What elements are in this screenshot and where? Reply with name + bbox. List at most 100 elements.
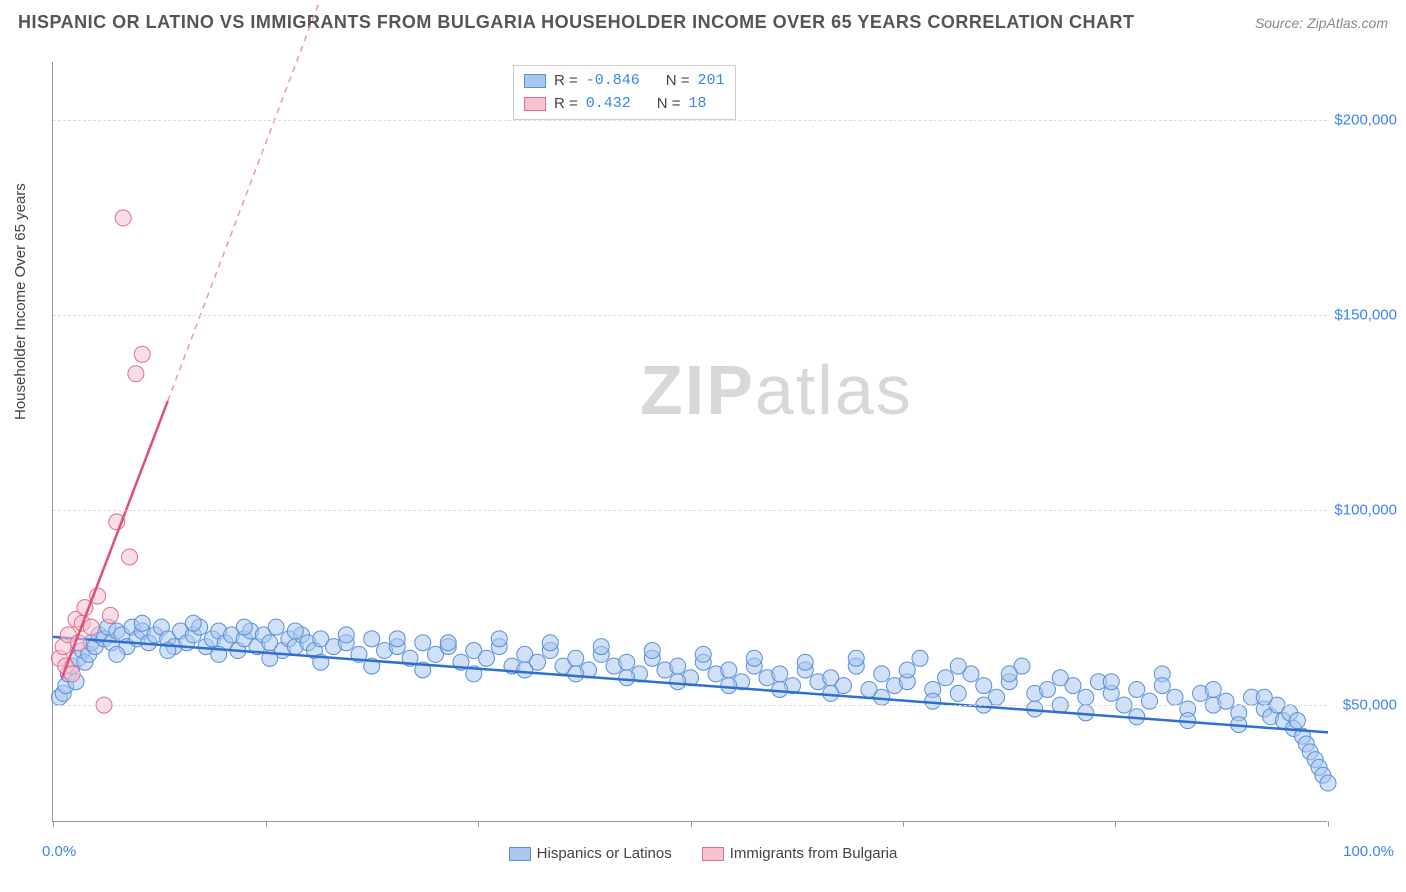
- data-point: [1154, 678, 1170, 694]
- source-link[interactable]: ZipAtlas.com: [1307, 15, 1388, 31]
- data-point: [134, 615, 150, 631]
- gridline: [53, 120, 1327, 121]
- legend-swatch: [509, 847, 531, 861]
- data-point: [338, 627, 354, 643]
- x-tick: [53, 821, 54, 827]
- legend-r-value: -0.846: [586, 70, 640, 93]
- legend-n-label: N =: [657, 93, 681, 116]
- data-point: [899, 662, 915, 678]
- legend-swatch: [524, 74, 546, 88]
- data-point: [619, 670, 635, 686]
- data-point: [491, 631, 507, 647]
- data-point: [185, 615, 201, 631]
- data-point: [1218, 693, 1234, 709]
- data-point: [1167, 689, 1183, 705]
- data-point: [83, 619, 99, 635]
- data-point: [542, 635, 558, 651]
- chart-plot-area: R =-0.846N =201R = 0.432N = 18 $50,000$1…: [52, 62, 1327, 822]
- data-point: [1256, 689, 1272, 705]
- data-point: [1142, 693, 1158, 709]
- legend-swatch: [524, 97, 546, 111]
- data-point: [670, 658, 686, 674]
- x-tick: [478, 821, 479, 827]
- legend-r-value: 0.432: [586, 93, 631, 116]
- x-tick: [1115, 821, 1116, 827]
- y-tick-label: $50,000: [1332, 697, 1397, 714]
- page-title: HISPANIC OR LATINO VS IMMIGRANTS FROM BU…: [18, 12, 1135, 33]
- source-attribution: Source: ZipAtlas.com: [1255, 15, 1388, 31]
- data-point: [268, 619, 284, 635]
- data-point: [1078, 689, 1094, 705]
- data-point: [479, 650, 495, 666]
- data-point: [619, 654, 635, 670]
- data-point: [1289, 713, 1305, 729]
- data-point: [1040, 681, 1056, 697]
- data-point: [823, 685, 839, 701]
- data-point: [1001, 666, 1017, 682]
- data-point: [721, 662, 737, 678]
- data-point: [1103, 674, 1119, 690]
- y-tick-label: $100,000: [1332, 502, 1397, 519]
- legend-r-label: R =: [554, 93, 578, 116]
- data-point: [746, 650, 762, 666]
- gridline: [53, 705, 1327, 706]
- data-point: [134, 346, 150, 362]
- data-point: [389, 631, 405, 647]
- scatter-plot-svg: [53, 62, 1327, 821]
- data-point: [122, 549, 138, 565]
- data-point: [102, 607, 118, 623]
- legend-r-label: R =: [554, 70, 578, 93]
- data-point: [912, 650, 928, 666]
- data-point: [670, 674, 686, 690]
- legend-n-value: 201: [698, 70, 725, 93]
- data-point: [568, 666, 584, 682]
- data-point: [415, 635, 431, 651]
- data-point: [976, 678, 992, 694]
- data-point: [517, 662, 533, 678]
- y-tick-label: $200,000: [1332, 112, 1397, 129]
- data-point: [950, 685, 966, 701]
- x-tick: [903, 821, 904, 827]
- x-tick: [691, 821, 692, 827]
- data-point: [950, 658, 966, 674]
- data-point: [128, 366, 144, 382]
- data-point: [644, 643, 660, 659]
- data-point: [848, 650, 864, 666]
- data-point: [721, 678, 737, 694]
- data-point: [1129, 681, 1145, 697]
- data-point: [236, 619, 252, 635]
- legend-n-label: N =: [666, 70, 690, 93]
- series-legend-item: Immigrants from Bulgaria: [702, 845, 898, 862]
- data-point: [1205, 681, 1221, 697]
- y-tick-label: $150,000: [1332, 307, 1397, 324]
- y-axis-title: Householder Income Over 65 years: [12, 183, 29, 420]
- legend-row: R = -0.846 N = 201: [524, 70, 725, 93]
- data-point: [695, 646, 711, 662]
- data-point: [797, 654, 813, 670]
- correlation-legend-box: R = -0.846 N = 201 R = 0.432 N = 18: [513, 65, 736, 120]
- legend-swatch: [702, 847, 724, 861]
- data-point: [440, 635, 456, 651]
- legend-n-value: 18: [689, 93, 707, 116]
- x-tick: [266, 821, 267, 827]
- data-point: [772, 666, 788, 682]
- data-point: [109, 646, 125, 662]
- source-prefix: Source:: [1255, 15, 1307, 31]
- data-point: [287, 623, 303, 639]
- x-tick: [1328, 821, 1329, 827]
- series-legend-item: Hispanics or Latinos: [509, 845, 672, 862]
- legend-row: R = 0.432 N = 18: [524, 93, 725, 116]
- data-point: [364, 631, 380, 647]
- gridline: [53, 510, 1327, 511]
- gridline: [53, 315, 1327, 316]
- series-legend: Hispanics or Latinos Immigrants from Bulg…: [0, 845, 1406, 862]
- data-point: [1052, 670, 1068, 686]
- data-point: [1320, 775, 1336, 791]
- data-point: [874, 666, 890, 682]
- data-point: [568, 650, 584, 666]
- series-legend-label: Immigrants from Bulgaria: [730, 845, 898, 862]
- data-point: [115, 210, 131, 226]
- data-point: [593, 639, 609, 655]
- series-legend-label: Hispanics or Latinos: [537, 845, 672, 862]
- data-point: [772, 681, 788, 697]
